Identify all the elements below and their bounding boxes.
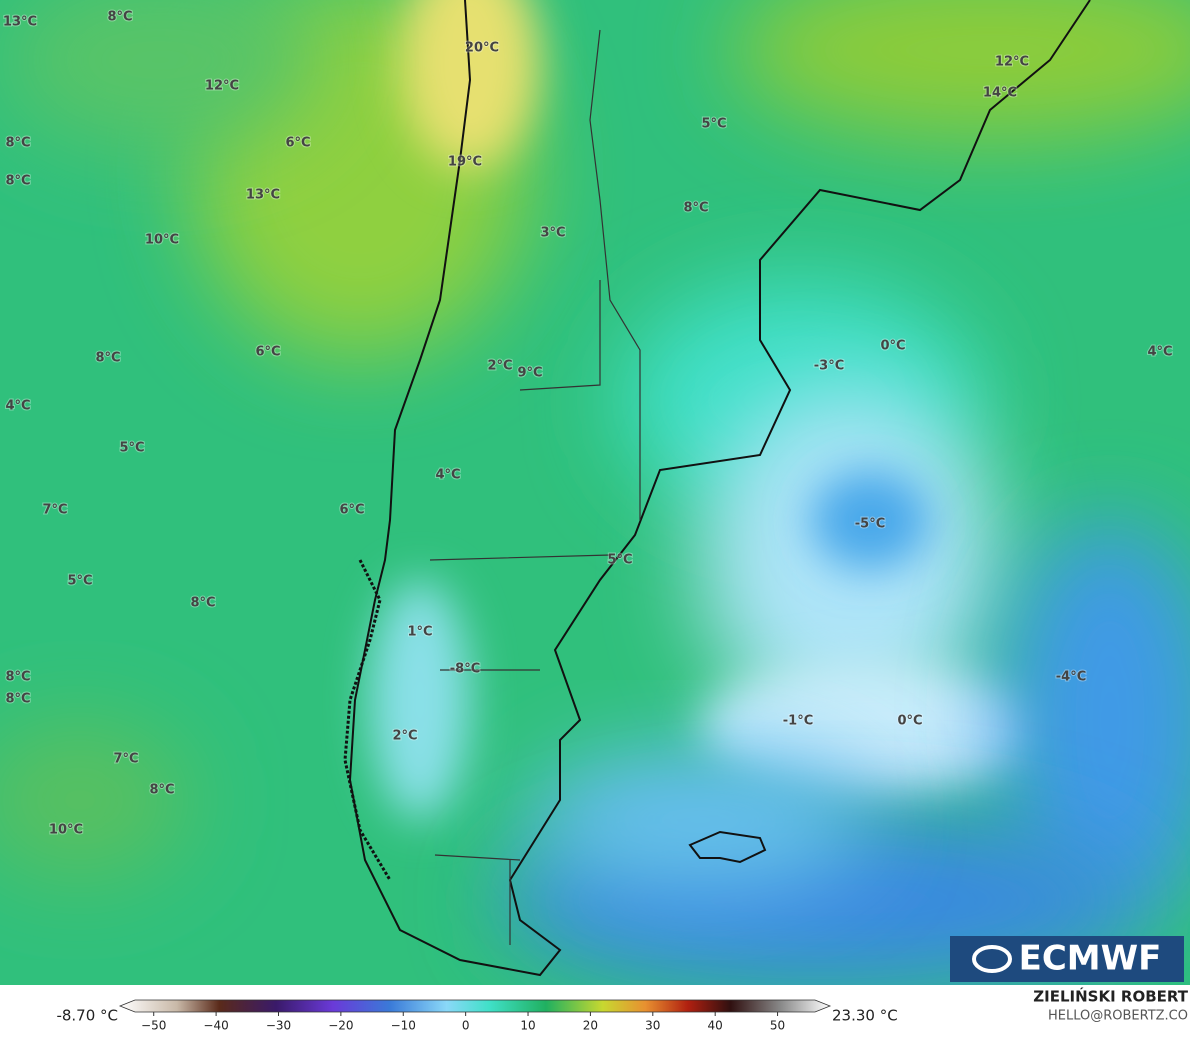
temperature-label: -3°C — [814, 359, 844, 374]
temperature-label: -5°C — [855, 517, 885, 532]
temperature-label: 2°C — [392, 729, 417, 744]
temperature-label: 8°C — [149, 783, 174, 798]
temperature-label: 13°C — [3, 15, 37, 30]
colorbar-tick-label: −40 — [203, 1019, 228, 1033]
temperature-label: 12°C — [995, 55, 1029, 70]
temperature-label: -1°C — [783, 714, 813, 729]
temperature-label: -4°C — [1056, 670, 1086, 685]
temperature-label: 10°C — [145, 233, 179, 248]
colorbar-tick-label: −10 — [391, 1019, 416, 1033]
colorbar-tick-label: −50 — [141, 1019, 166, 1033]
temperature-label: 2°C — [487, 359, 512, 374]
temperature-label: 8°C — [5, 692, 30, 707]
temperature-label: 19°C — [448, 155, 482, 170]
temperature-label: 8°C — [107, 10, 132, 25]
temperature-label: 4°C — [1147, 345, 1172, 360]
colorbar-tick-label: 50 — [770, 1019, 785, 1033]
logo-text: ECMWF — [1019, 939, 1162, 979]
temperature-label: -8°C — [450, 662, 480, 677]
colorbar-tick-label: 10 — [520, 1019, 535, 1033]
temperature-label: 4°C — [435, 468, 460, 483]
temperature-label: 0°C — [880, 339, 905, 354]
temperature-label: 4°C — [5, 399, 30, 414]
temperature-labels: 13°C 8°C 20°C 12°C 14°C 12°C 5°C 8°C 6°C 19°C 8°C 1… — [2, 9, 1174, 839]
temperature-label: 5°C — [701, 117, 726, 132]
temperature-label: 6°C — [255, 345, 280, 360]
temperature-label: 7°C — [42, 503, 67, 518]
contact: HELLO@ROBERTZ.CO — [1048, 1009, 1188, 1024]
temperature-label: 8°C — [190, 596, 215, 611]
temperature-label: 1°C — [407, 625, 432, 640]
temperature-label: 5°C — [67, 574, 92, 589]
temperature-label: 0°C — [897, 714, 922, 729]
temperature-label: 20°C — [465, 41, 499, 56]
colorbar-tick-label: 30 — [645, 1019, 660, 1033]
map-field — [0, 0, 1190, 985]
temperature-label: 8°C — [5, 670, 30, 685]
colorbar-max: 23.30 °C — [832, 1007, 898, 1025]
temperature-label: 8°C — [5, 136, 30, 151]
temperature-label: 6°C — [285, 136, 310, 151]
temperature-label: 14°C — [983, 86, 1017, 101]
temperature-label: 8°C — [683, 201, 708, 216]
temperature-label: 10°C — [49, 823, 83, 838]
colorbar-tick-label: 40 — [708, 1019, 723, 1033]
colorbar-tick-label: 0 — [462, 1019, 470, 1033]
temperature-label: 8°C — [5, 174, 30, 189]
temperature-label: 5°C — [119, 441, 144, 456]
colorbar-min: -8.70 °C — [56, 1007, 118, 1025]
temperature-label: 5°C — [607, 553, 632, 568]
logo-icon — [972, 945, 1012, 973]
colorbar-tick-label: 20 — [583, 1019, 598, 1033]
temperature-label: 9°C — [517, 366, 542, 381]
temperature-label: 12°C — [205, 79, 239, 94]
logo-box — [950, 936, 1184, 982]
colorbar-tick-label: −20 — [328, 1019, 353, 1033]
temperature-label: 6°C — [339, 503, 364, 518]
colorbar — [118, 999, 832, 1013]
temperature-label: 3°C — [540, 226, 565, 241]
temperature-label: 13°C — [246, 188, 280, 203]
author: ZIELIŃSKI ROBERT — [1033, 987, 1188, 1006]
temperature-label: 8°C — [95, 351, 120, 366]
temperature-label: 7°C — [113, 752, 138, 767]
colorbar-tick-label: −30 — [266, 1019, 291, 1033]
